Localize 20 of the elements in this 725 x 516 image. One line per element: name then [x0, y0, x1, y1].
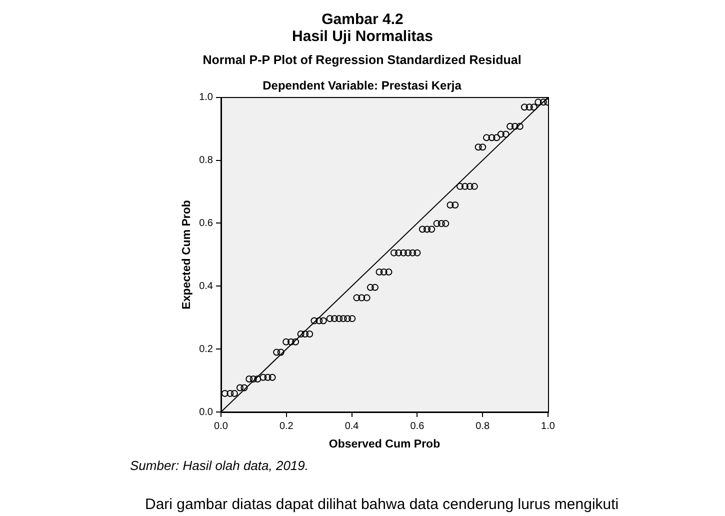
text: Gambar 4.2: [320, 11, 404, 29]
y-tick-label: 0.6: [199, 218, 214, 229]
chart-subtitle: Dependent Variable: Prestasi Kerja: [262, 78, 462, 93]
chart-title: Normal P-P Plot of Regression Standardized Residual: [202, 52, 522, 67]
x-tick-label: 0.8: [476, 420, 490, 432]
y-tick-label: 1.0: [199, 92, 214, 104]
y-tick-label: 0.2: [199, 344, 214, 355]
y-tick-label: 0.4: [199, 280, 214, 292]
y-axis-title: Expected Cum Prob: [181, 200, 194, 310]
y-tick-label: 0.0: [199, 406, 214, 418]
x-tick-label: 0.0: [214, 420, 228, 432]
text: Sumber: Hasil olah data, 2019.: [130, 457, 308, 475]
y-tick-label: 0.8: [199, 155, 214, 166]
x-tick-label: 1.0: [541, 420, 556, 432]
x-tick-label: 0.2: [279, 420, 294, 432]
text: Hasil Uji Normalitas: [291, 28, 434, 46]
x-axis-title: Observed Cum Prob: [328, 438, 440, 450]
x-tick-label: 0.4: [344, 420, 360, 432]
x-tick-label: 0.6: [410, 420, 425, 432]
text: Dari gambar diatas dapat dilihat bahwa data cenderung lurus mengikuti: [145, 496, 619, 514]
